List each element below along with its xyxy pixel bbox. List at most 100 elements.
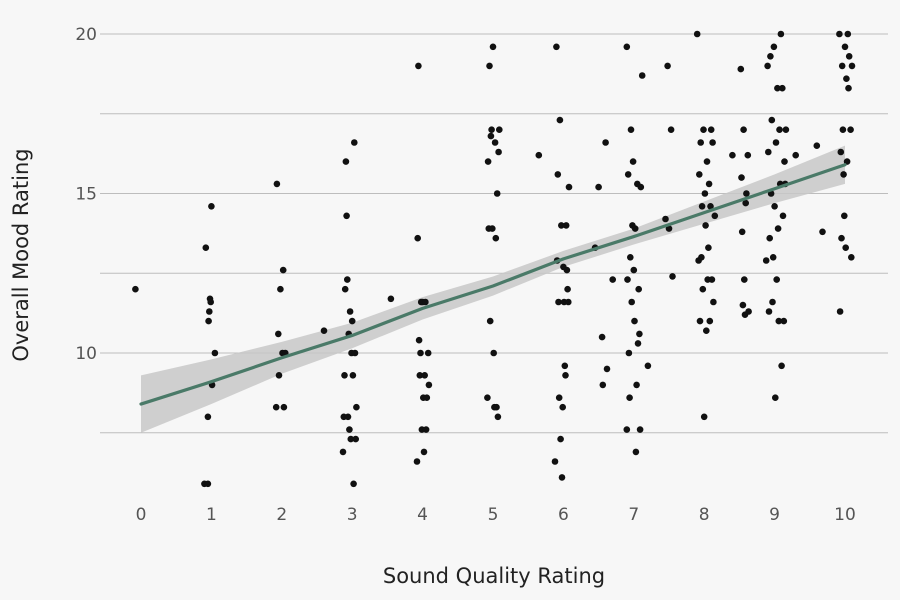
data-point-66 <box>488 126 495 133</box>
data-point-199 <box>792 151 799 159</box>
data-point-211 <box>842 244 849 251</box>
data-point-192 <box>778 362 785 370</box>
data-point-43 <box>413 458 421 465</box>
data-point-204 <box>837 148 845 156</box>
data-point-117 <box>630 266 638 274</box>
data-point-104 <box>603 365 611 373</box>
data-point-12 <box>272 403 280 411</box>
data-point-126 <box>636 426 644 433</box>
data-point-185 <box>773 276 780 283</box>
data-point-156 <box>709 139 716 146</box>
data-point-157 <box>710 298 717 306</box>
data-point-110 <box>625 349 633 357</box>
data-point-75 <box>494 413 502 421</box>
data-point-130 <box>662 215 669 223</box>
data-point-22 <box>339 448 347 456</box>
data-point-19 <box>280 403 288 411</box>
data-point-171 <box>762 257 770 264</box>
data-point-97 <box>565 298 572 306</box>
data-point-40 <box>352 435 360 443</box>
data-point-209 <box>841 212 848 220</box>
data-point-55 <box>422 298 429 306</box>
data-point-21 <box>320 327 328 335</box>
data-point-141 <box>698 203 706 210</box>
data-point-3 <box>202 244 210 251</box>
data-point-38 <box>351 139 358 146</box>
data-point-219 <box>848 62 856 70</box>
data-point-175 <box>766 234 773 242</box>
data-point-147 <box>703 327 710 335</box>
x-tick-label-9: 9 <box>769 505 780 525</box>
data-point-135 <box>693 30 701 38</box>
data-point-131 <box>664 62 671 70</box>
y-tick-label-10: 10 <box>75 344 97 364</box>
data-point-59 <box>425 381 433 389</box>
data-point-174 <box>765 308 773 315</box>
data-point-176 <box>767 53 774 60</box>
data-point-4 <box>204 413 212 421</box>
y-tick-label-20: 20 <box>75 25 97 45</box>
x-tick-label-3: 3 <box>347 505 358 525</box>
data-point-88 <box>558 474 566 481</box>
data-point-114 <box>628 298 635 306</box>
data-point-63 <box>486 62 493 70</box>
data-point-78 <box>535 151 543 159</box>
data-point-58 <box>424 349 432 357</box>
x-tick-label-10: 10 <box>834 505 856 525</box>
data-point-53 <box>420 448 428 456</box>
data-point-32 <box>346 308 354 315</box>
data-point-96 <box>564 285 571 293</box>
data-point-105 <box>609 276 616 283</box>
data-point-73 <box>493 403 500 411</box>
data-point-80 <box>553 43 560 51</box>
data-point-158 <box>711 212 719 220</box>
x-tick-label-2: 2 <box>276 505 287 525</box>
data-point-46 <box>415 336 423 344</box>
data-point-108 <box>624 276 631 283</box>
data-point-127 <box>637 183 645 191</box>
data-point-18 <box>279 266 287 274</box>
data-point-65 <box>487 132 495 140</box>
x-tick-label-5: 5 <box>488 505 499 525</box>
data-point-173 <box>765 148 772 156</box>
data-point-217 <box>847 126 854 133</box>
data-point-33 <box>347 435 355 443</box>
data-point-134 <box>669 273 676 280</box>
data-point-44 <box>414 234 422 242</box>
data-point-24 <box>341 372 348 379</box>
data-point-163 <box>739 301 747 309</box>
data-point-150 <box>705 244 712 251</box>
data-point-94 <box>562 222 570 229</box>
data-point-76 <box>495 148 502 156</box>
data-point-9 <box>208 203 215 210</box>
data-point-89 <box>559 403 566 411</box>
data-point-107 <box>623 426 631 433</box>
data-point-152 <box>706 317 714 325</box>
data-point-188 <box>775 317 783 325</box>
data-point-148 <box>703 158 711 165</box>
data-point-214 <box>844 30 852 38</box>
data-point-116 <box>629 158 637 165</box>
y-axis-title: Overall Mood Rating <box>9 148 33 361</box>
data-point-198 <box>782 126 790 133</box>
data-point-213 <box>843 158 851 165</box>
data-point-68 <box>489 43 497 51</box>
data-point-155 <box>708 276 716 283</box>
data-point-184 <box>772 139 780 146</box>
data-point-27 <box>343 212 350 220</box>
data-point-41 <box>353 403 360 411</box>
x-tick-label-6: 6 <box>558 505 569 525</box>
data-point-189 <box>776 126 783 133</box>
confidence-band <box>141 145 845 433</box>
data-point-93 <box>562 372 569 379</box>
data-point-160 <box>737 65 745 73</box>
confidence-band-layer <box>141 145 845 433</box>
data-point-193 <box>779 84 786 92</box>
data-point-36 <box>349 372 357 379</box>
data-point-83 <box>555 298 562 306</box>
data-point-87 <box>558 222 565 229</box>
data-point-208 <box>840 171 847 178</box>
data-point-106 <box>623 43 631 51</box>
data-point-210 <box>841 43 849 51</box>
